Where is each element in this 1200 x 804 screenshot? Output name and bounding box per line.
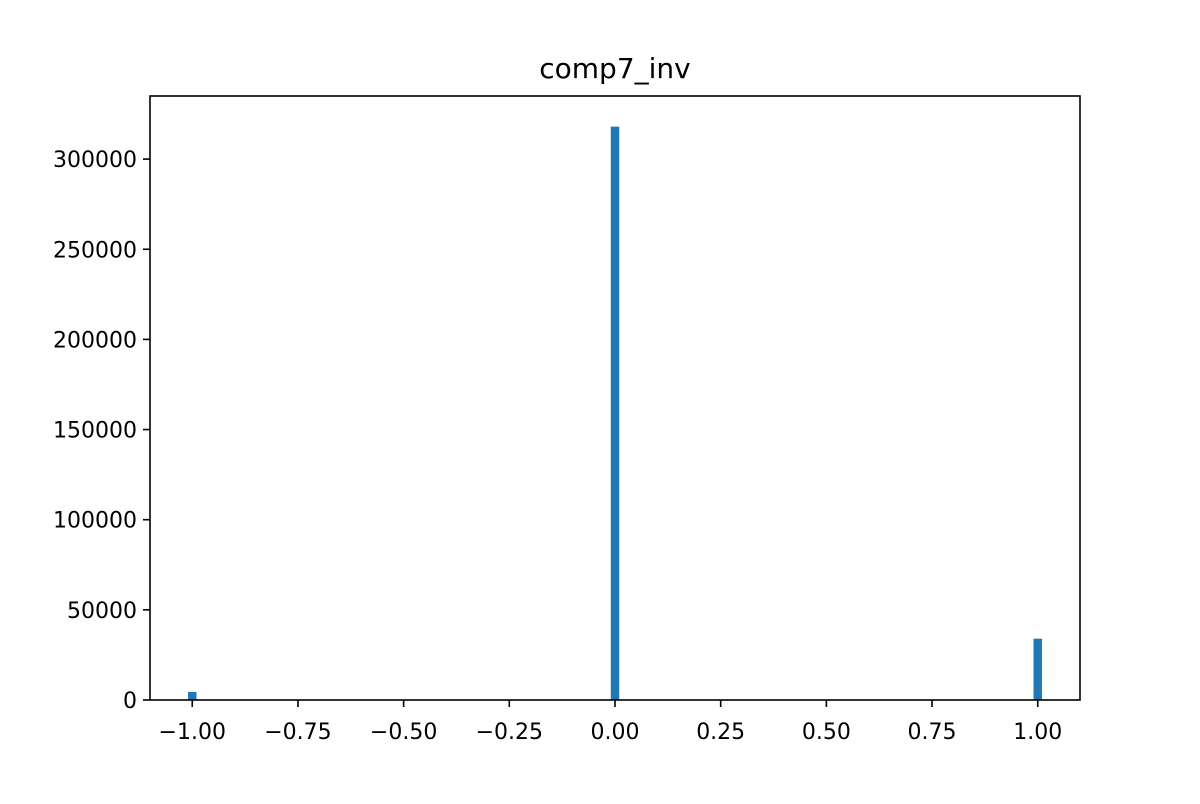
x-tick-label: 0.25 — [696, 720, 745, 745]
chart-title: comp7_inv — [539, 52, 690, 85]
plot-frame — [149, 95, 1081, 701]
x-tick-label: 0.50 — [802, 720, 851, 745]
y-tick-label: 0 — [123, 689, 137, 714]
histogram-bar-1 — [610, 126, 620, 700]
x-tick-label: 0.75 — [908, 720, 957, 745]
histogram-bar-0 — [188, 691, 197, 700]
y-tick-label: 150000 — [53, 419, 137, 444]
x-tick-label: 0.00 — [591, 720, 640, 745]
x-axis-ticks: −1.00 −0.75 −0.50 −0.25 0.00 0.25 0.50 0.75 1.00 — [159, 700, 1062, 745]
y-tick-label: 250000 — [53, 238, 137, 263]
histogram-bar-2 — [1033, 638, 1042, 700]
x-tick-label: −1.00 — [159, 720, 226, 745]
x-tick-label: −0.50 — [370, 720, 437, 745]
x-tick-label: −0.25 — [476, 720, 543, 745]
y-tick-label: 200000 — [53, 328, 137, 353]
y-tick-label: 100000 — [53, 509, 137, 534]
bars-layer — [188, 126, 1042, 700]
x-tick-label: −0.75 — [264, 720, 331, 745]
x-tick-label: 1.00 — [1013, 720, 1062, 745]
y-tick-label: 50000 — [67, 599, 137, 624]
y-tick-label: 300000 — [53, 148, 137, 173]
y-axis-ticks: 0 50000 100000 150000 200000 250000 300000 — [53, 148, 150, 714]
